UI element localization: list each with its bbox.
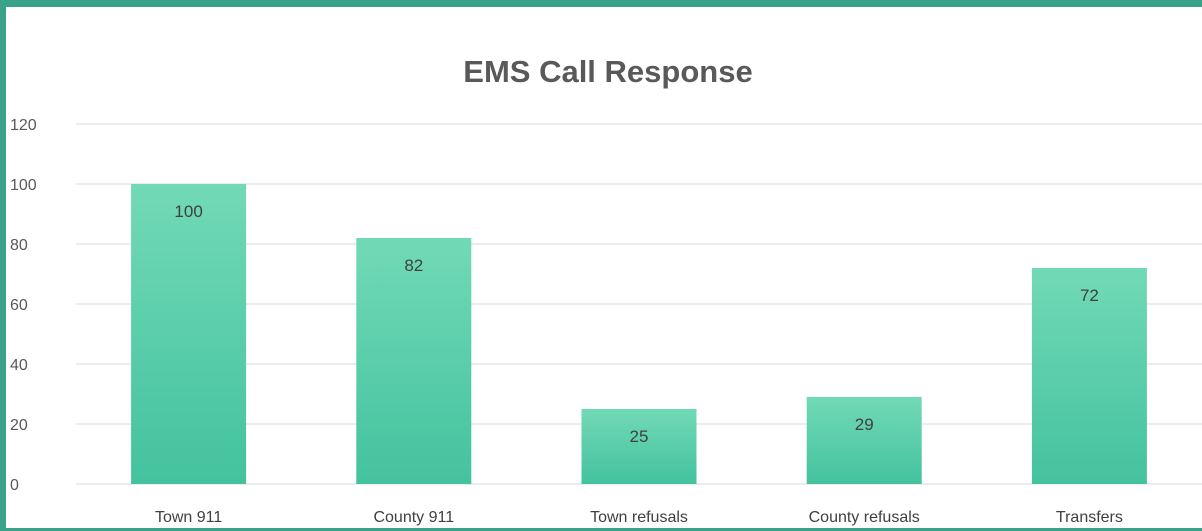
category-label: Town 911 [155,509,222,526]
data-label: 25 [630,427,649,446]
data-label: 72 [1080,286,1099,305]
data-label: 100 [174,202,202,221]
data-label: 82 [404,256,423,275]
y-tick-label: 80 [10,237,28,254]
category-label: Transfers [1056,509,1123,526]
y-tick-label: 20 [10,417,28,434]
category-label: County 911 [373,509,454,526]
bars [131,184,1147,484]
chart-title: EMS Call Response [463,54,752,89]
x-axis-category-labels: Town 911 County 911 Town refusals County re… [155,509,1123,526]
bar [131,184,247,484]
y-axis-tick-labels: 0 20 40 60 80 100 120 [10,117,37,494]
category-label: Town refusals [590,509,688,526]
data-labels: 100 82 25 29 72 [174,202,1098,446]
y-tick-label: 40 [10,357,28,374]
y-tick-label: 0 [10,477,19,494]
y-tick-label: 60 [10,297,28,314]
bar [356,238,472,484]
category-label: County refusals [809,509,920,526]
data-label: 29 [855,415,874,434]
bar [1031,268,1147,484]
y-tick-label: 120 [10,117,37,134]
bar [806,397,922,484]
y-tick-label: 100 [10,177,37,194]
bar [581,409,697,484]
